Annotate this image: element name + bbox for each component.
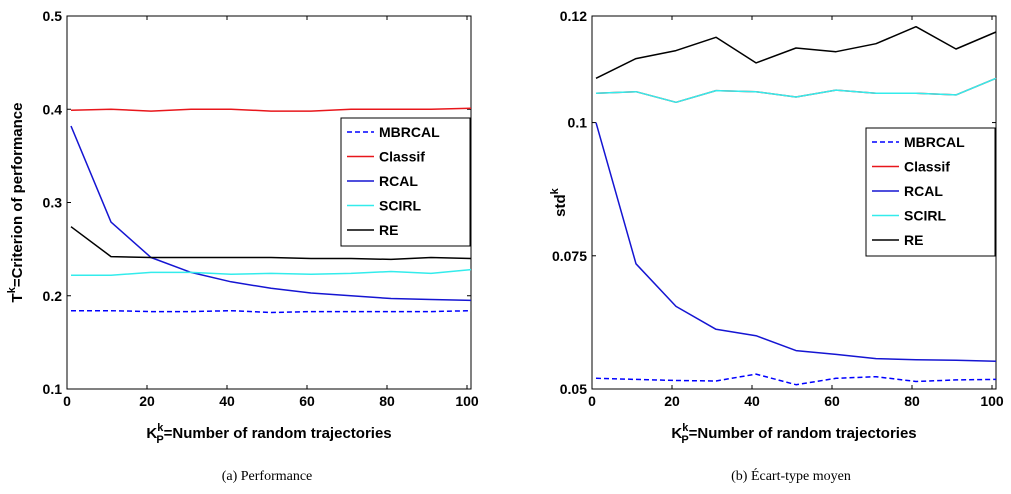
y-tick-label: 0.4	[43, 101, 63, 117]
x-axis-label-main: K	[671, 425, 682, 442]
x-tick-label: 100	[455, 393, 479, 409]
series-line-re	[70, 226, 472, 261]
y-tick-label: 0.2	[43, 288, 63, 304]
x-axis-label-sub: P	[681, 434, 688, 446]
x-axis-label-rest: =Number of random trajectories	[164, 425, 392, 442]
x-tick-label: 0	[63, 393, 71, 409]
y-tick-label: 0.1	[568, 115, 588, 131]
y-tick-label: 0.05	[560, 381, 587, 397]
legend-label-classif: Classif	[904, 159, 950, 175]
x-axis-label-main: K	[146, 425, 157, 442]
x-tick-label: 40	[744, 393, 760, 409]
x-axis-label-sub: P	[156, 434, 163, 446]
legend	[340, 117, 471, 247]
y-tick-label: 0.5	[43, 8, 63, 24]
chart-caption: (b) Écart-type moyen	[731, 467, 851, 484]
x-axis-label-sup: k	[682, 422, 689, 434]
plot-area	[591, 15, 997, 390]
series-line-mbrcal	[71, 309, 472, 314]
legend-label-mbrcal: MBRCAL	[379, 124, 440, 140]
y-axis-label-main: T	[9, 293, 26, 302]
x-tick-label: 0	[588, 393, 596, 409]
y-tick-label: 0.12	[560, 8, 587, 24]
x-axis-label-rest: =Number of random trajectories	[689, 425, 917, 442]
legend-label-mbrcal: MBRCAL	[904, 134, 965, 150]
series-line-scirl	[71, 268, 472, 276]
series-line-classif	[70, 107, 472, 112]
series-line-rcal	[595, 122, 997, 363]
x-tick-label: 60	[824, 393, 840, 409]
x-tick-label: 100	[980, 393, 1004, 409]
legend-label-scirl: SCIRL	[904, 208, 946, 224]
x-tick-label: 60	[299, 393, 315, 409]
y-tick-label: 0.075	[552, 248, 587, 264]
x-axis-label: Kk P=Number of random trajectories	[671, 422, 916, 446]
series-line-scirl	[595, 77, 997, 104]
x-tick-label: 20	[664, 393, 680, 409]
legend-label-rcal: RCAL	[904, 183, 943, 199]
legend-label-scirl: SCIRL	[379, 198, 421, 214]
y-axis-label: Tk=Criterion of performance	[6, 103, 26, 303]
series-line-re	[595, 25, 997, 79]
y-tick-label: 0.3	[43, 195, 63, 211]
x-axis-label: Kk P=Number of random trajectories	[146, 422, 391, 446]
series-line-rcal	[70, 125, 472, 302]
performance-chart: 0 20 40 60 80 100 0.1 0.2 0.3 0.4 0.5 MBRCAL Classif…	[6, 8, 479, 484]
legend	[865, 127, 996, 257]
series-line-mbrcal	[595, 373, 997, 386]
y-axis-label-rest: =Criterion of performance	[9, 103, 26, 288]
x-tick-label: 80	[379, 393, 395, 409]
x-tick-label: 80	[904, 393, 920, 409]
chart-caption: (a) Performance	[222, 469, 313, 484]
legend-label-rcal: RCAL	[379, 173, 418, 189]
legend-label-re: RE	[904, 232, 923, 248]
legend-label-classif: Classif	[379, 149, 425, 165]
series-line-classif	[595, 77, 997, 104]
x-axis-label-sup: k	[157, 422, 164, 434]
x-tick-label: 20	[139, 393, 155, 409]
y-axis-label-sup: k	[6, 286, 18, 293]
std-chart: 0 20 40 60 80 100 0.05 0.075 0.1 0.12 MBRCAL Classi…	[549, 8, 1004, 484]
y-axis-label-main: std	[552, 194, 569, 217]
y-tick-label: 0.1	[43, 381, 63, 397]
legend-label-re: RE	[379, 222, 398, 238]
y-axis-label: stdk	[549, 187, 569, 217]
x-tick-label: 40	[219, 393, 235, 409]
y-axis-label-sup: k	[549, 187, 561, 194]
